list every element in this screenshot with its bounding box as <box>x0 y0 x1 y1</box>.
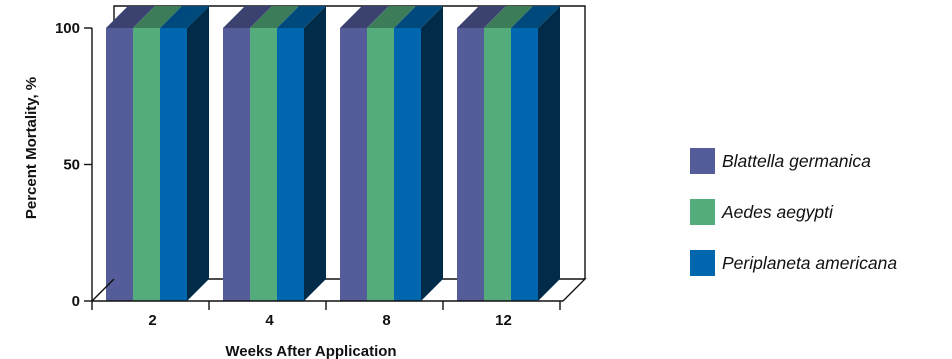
legend-swatch-aedes <box>690 199 715 225</box>
bar-top-12-2 <box>511 6 560 28</box>
bar-top-2-2 <box>160 6 209 28</box>
legend-item-periplaneta: Periplaneta americana <box>690 250 952 280</box>
y-axis-title: Percent Mortality, % <box>23 77 40 219</box>
bar-top-12-1 <box>484 6 533 28</box>
bar-top-4-1 <box>250 6 299 28</box>
bar-front-2-1 <box>133 28 160 301</box>
bar-side-12 <box>538 6 560 301</box>
x-tick-label-12: 12 <box>495 312 512 329</box>
legend: Blattella germanica Aedes aegypti Peripl… <box>690 148 952 301</box>
bar-front-2-2 <box>160 28 187 301</box>
chart-axes: 0 50 100 2 4 8 12 <box>55 20 563 329</box>
bar-front-4-0 <box>223 28 250 301</box>
bar-front-12-0 <box>457 28 484 301</box>
bar-side-2 <box>187 6 209 301</box>
x-tick-label-8: 8 <box>382 312 390 329</box>
bar-front-12-1 <box>484 28 511 301</box>
bar-front-4-2 <box>277 28 304 301</box>
bar-top-8-2 <box>394 6 443 28</box>
bar-top-8-1 <box>367 6 416 28</box>
bar-top-8-0 <box>340 6 389 28</box>
bar-top-4-2 <box>277 6 326 28</box>
x-tick-label-4: 4 <box>265 312 274 329</box>
bar-front-8-1 <box>367 28 394 301</box>
bar-front-2-0 <box>106 28 133 301</box>
bar-front-8-2 <box>394 28 421 301</box>
bar-top-2-0 <box>106 6 155 28</box>
legend-label-periplaneta: Periplaneta americana <box>722 253 898 273</box>
chart-bars <box>106 6 560 301</box>
x-axis-title: Weeks After Application <box>225 343 396 359</box>
legend-label-aedes: Aedes aegypti <box>722 202 833 222</box>
bar-front-8-0 <box>340 28 367 301</box>
y-tick-label-50: 50 <box>63 157 80 174</box>
bar-side-8 <box>421 6 443 301</box>
bar-front-4-1 <box>250 28 277 301</box>
bar-side-4 <box>304 6 326 301</box>
bar-front-12-2 <box>511 28 538 301</box>
legend-swatch-blattella <box>690 148 715 174</box>
legend-label-blattella: Blattella germanica <box>722 151 871 171</box>
left-depth-edge <box>91 278 115 302</box>
legend-item-blattella: Blattella germanica <box>690 148 952 178</box>
bar-top-12-0 <box>457 6 506 28</box>
legend-item-aedes: Aedes aegypti <box>690 199 952 229</box>
y-tick-label-100: 100 <box>55 20 80 37</box>
bar-top-4-0 <box>223 6 272 28</box>
y-tick-label-0: 0 <box>72 293 80 310</box>
legend-swatch-periplaneta <box>690 250 715 276</box>
bar-top-2-1 <box>133 6 182 28</box>
x-tick-label-2: 2 <box>148 312 156 329</box>
